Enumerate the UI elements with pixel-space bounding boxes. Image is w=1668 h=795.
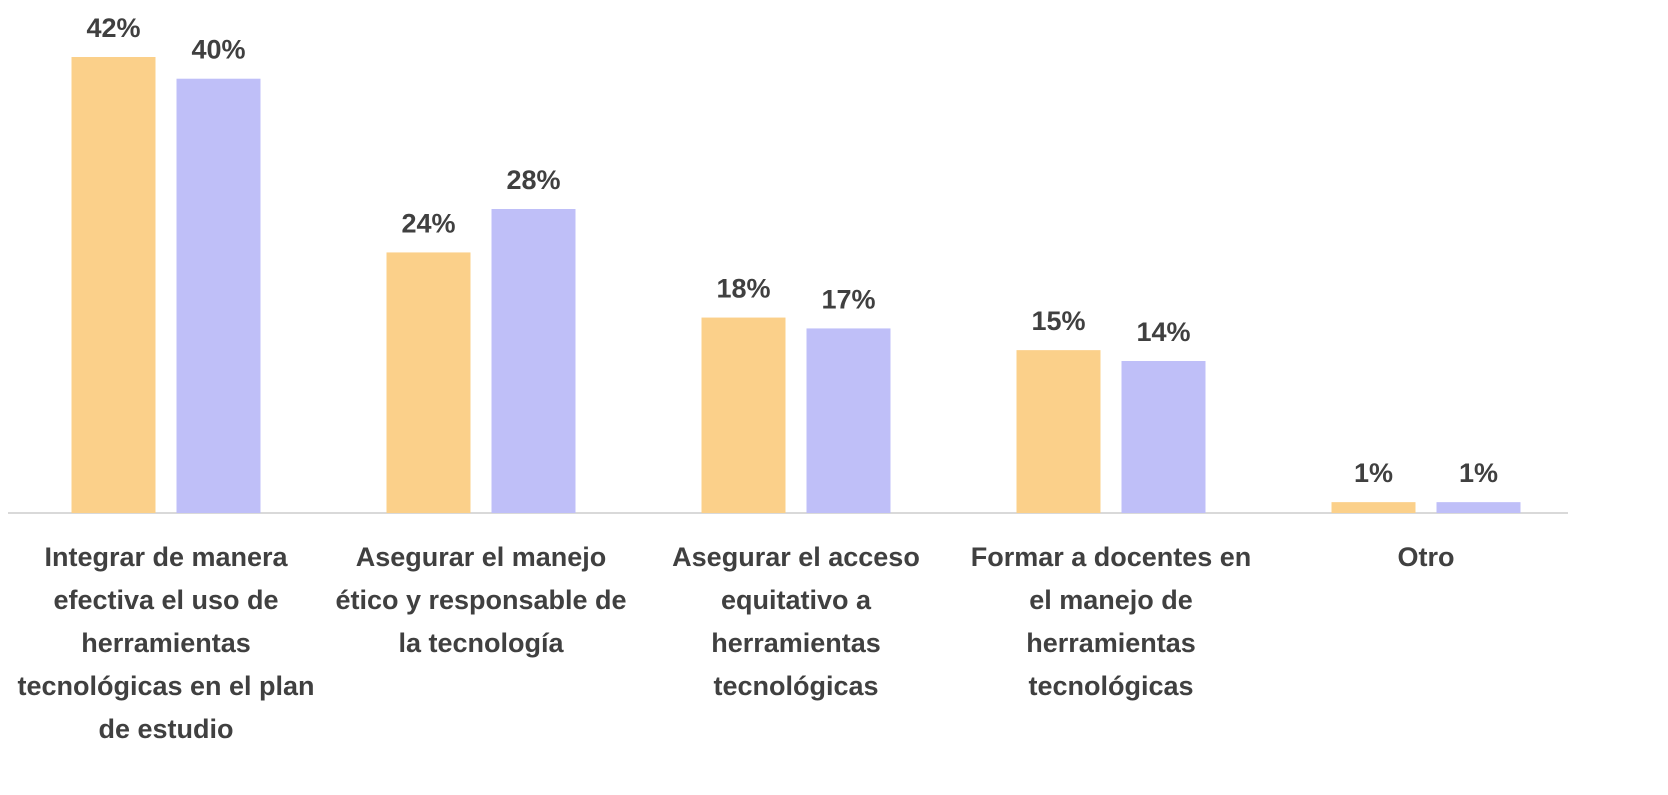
data-label: 14% [1136,317,1190,347]
bar [1331,502,1416,513]
bar [1121,361,1206,513]
category-label: Otro [1397,542,1455,572]
category-label: Asegurar el acceso equitativo a herramie… [672,542,920,701]
data-label: 15% [1031,306,1085,336]
bar [176,78,261,513]
data-label: 18% [716,274,770,304]
category-label: Asegurar el manejo ético y responsable d… [335,542,627,658]
category-label: Formar a docentes en el manejo de herram… [970,542,1252,701]
bar [71,57,156,513]
category-label: Integrar de manera efectiva el uso de he… [17,542,315,744]
bar [491,209,576,513]
data-label: 28% [506,165,560,195]
data-label: 24% [401,208,455,238]
data-label: 17% [821,284,875,314]
bar [1436,502,1521,513]
data-label: 1% [1459,458,1498,488]
data-label: 40% [191,35,245,65]
bar [701,317,786,513]
bar [386,252,471,513]
data-label: 42% [86,13,140,43]
bar [1016,350,1101,513]
bar [806,328,891,513]
data-label: 1% [1354,458,1393,488]
